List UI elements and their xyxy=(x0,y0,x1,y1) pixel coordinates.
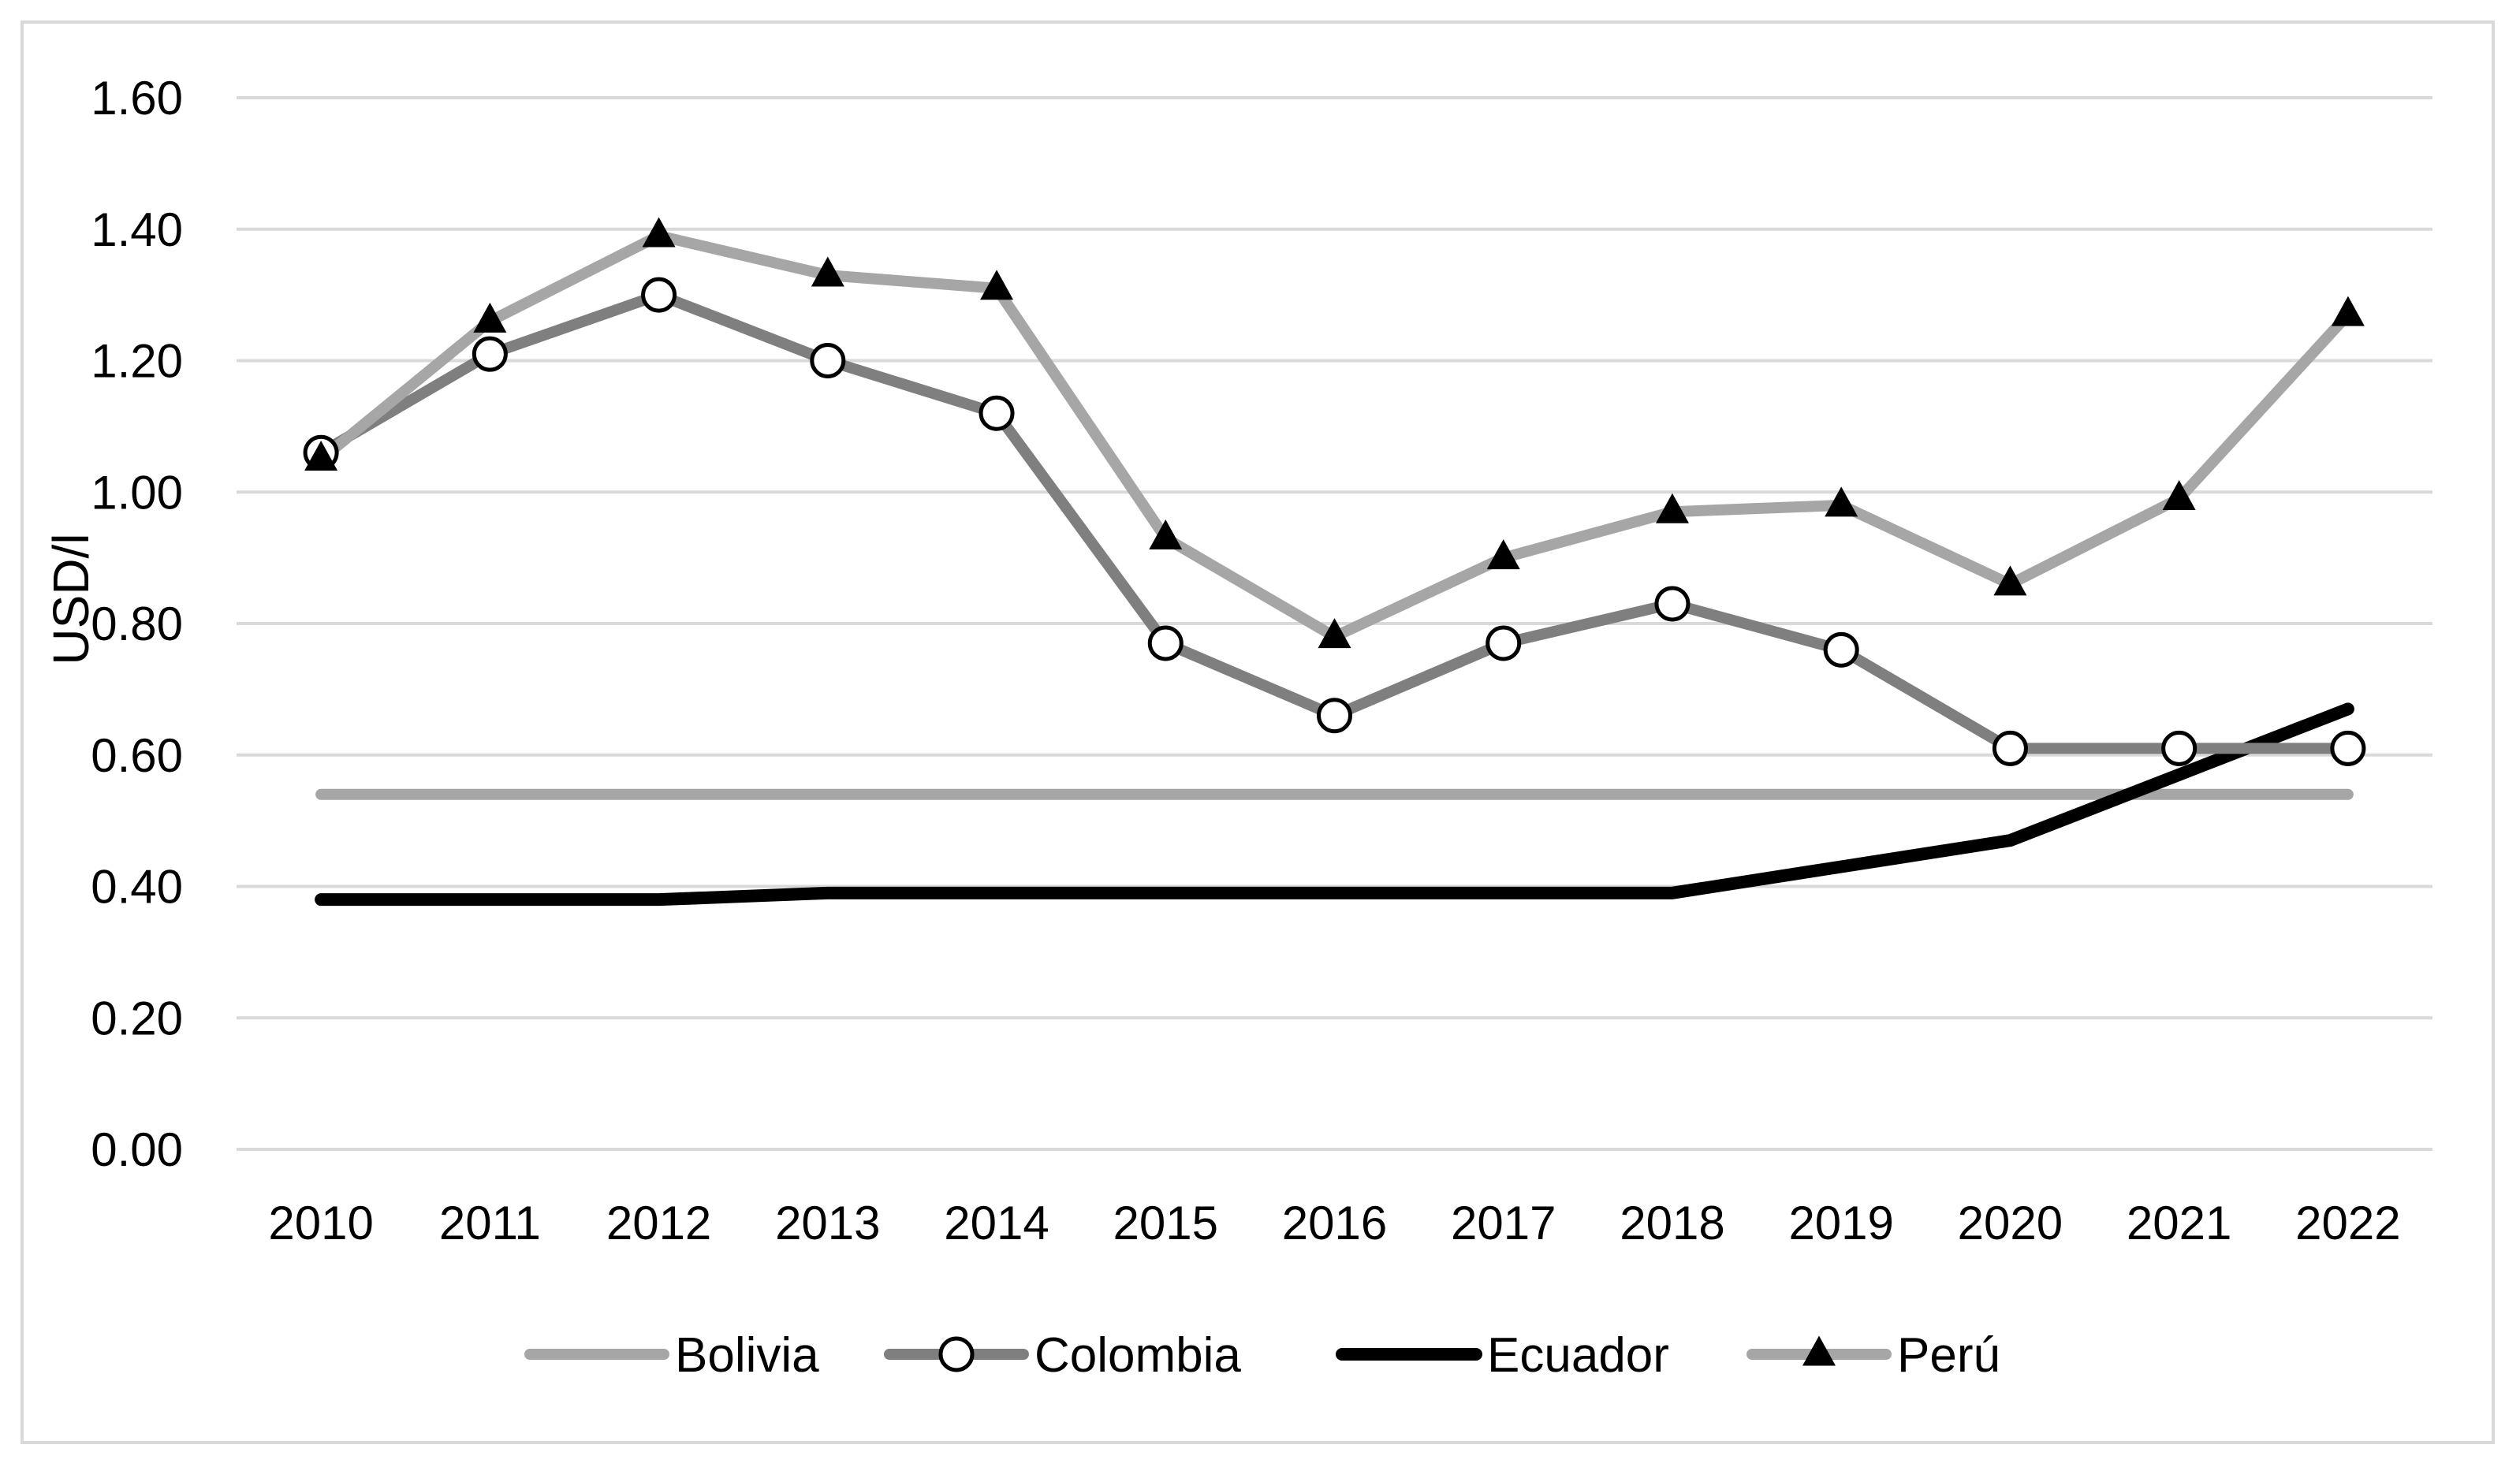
x-tick-label: 2013 xyxy=(775,1197,880,1249)
y-axis-label: USD/l xyxy=(43,533,99,665)
data-point-colombia xyxy=(810,343,846,378)
series-line-per xyxy=(315,230,2354,642)
y-tick-label: 0.40 xyxy=(91,861,183,914)
data-point-per xyxy=(1149,519,1183,550)
legend-label: Colombia xyxy=(1034,1328,1241,1383)
gridlines xyxy=(237,96,2432,1151)
legend-label: Ecuador xyxy=(1487,1328,1669,1383)
data-point-per xyxy=(1655,493,1689,523)
data-point-per xyxy=(473,302,507,333)
x-tick-label: 2010 xyxy=(268,1197,373,1249)
legend-label: Perú xyxy=(1897,1328,2000,1383)
x-tick-label: 2017 xyxy=(1451,1197,1556,1249)
data-point-per xyxy=(1318,618,1351,649)
data-point-colombia xyxy=(1486,625,1522,661)
series-markers xyxy=(303,217,2366,766)
data-point-per xyxy=(980,270,1014,300)
data-point-colombia xyxy=(1823,631,1859,668)
x-tick-label: 2021 xyxy=(2127,1197,2231,1249)
x-tick-label: 2019 xyxy=(1788,1197,1893,1249)
data-point-colombia xyxy=(1317,698,1352,734)
legend-label: Bolivia xyxy=(675,1328,819,1383)
legend: Bolivia Colombia Ecuador Perú xyxy=(524,1328,2000,1383)
series-lines xyxy=(315,230,2354,907)
data-point-colombia xyxy=(472,336,508,372)
data-point-colombia xyxy=(2161,730,2198,766)
data-point-colombia xyxy=(1147,625,1184,661)
data-point-per xyxy=(1825,486,1858,517)
y-tick-label: 1.40 xyxy=(91,203,183,256)
data-point-per xyxy=(1486,539,1520,570)
data-point-colombia xyxy=(641,277,677,313)
data-point-colombia xyxy=(1654,586,1691,622)
data-point-per xyxy=(2331,296,2365,326)
data-point-colombia xyxy=(2330,730,2366,766)
y-tick-label: 0.00 xyxy=(91,1123,183,1176)
data-point-per xyxy=(642,217,676,248)
y-tick-label: 1.20 xyxy=(91,335,183,388)
y-tick-label: 1.00 xyxy=(91,466,183,519)
y-tick-label: 0.20 xyxy=(91,992,183,1044)
y-tick-label: 1.60 xyxy=(91,72,183,125)
data-point-per xyxy=(2162,480,2196,511)
chart-frame xyxy=(21,20,2495,1444)
data-point-colombia xyxy=(1992,730,2028,766)
x-tick-label: 2015 xyxy=(1113,1197,1218,1249)
series-line-ecuador xyxy=(315,702,2354,907)
data-point-colombia xyxy=(979,395,1015,431)
legend-marker xyxy=(938,1336,975,1372)
x-tick-label: 2018 xyxy=(1620,1197,1724,1249)
data-point-per xyxy=(811,256,844,287)
x-tick-label: 2014 xyxy=(944,1197,1049,1249)
y-tick-label: 0.80 xyxy=(91,598,183,650)
series-line-colombia xyxy=(315,289,2354,754)
x-tick-label: 2022 xyxy=(2295,1197,2400,1249)
legend-marker xyxy=(1802,1335,1836,1366)
y-tick-label: 0.60 xyxy=(91,729,183,782)
data-point-per xyxy=(1993,565,2027,596)
x-tick-label: 2011 xyxy=(439,1197,541,1249)
data-point-per xyxy=(304,441,338,471)
x-tick-label: 2016 xyxy=(1282,1197,1387,1249)
x-tick-label: 2020 xyxy=(1958,1197,2063,1249)
x-tick-label: 2012 xyxy=(606,1197,711,1249)
y-axis-ticks: 0.00 0.20 0.40 0.60 0.80 1.00 1.20 1.40 1.60 xyxy=(91,72,183,1176)
x-axis-ticks: 2010 2011 2012 2013 2014 2015 2016 2017 2018 2019… xyxy=(268,1197,2400,1249)
